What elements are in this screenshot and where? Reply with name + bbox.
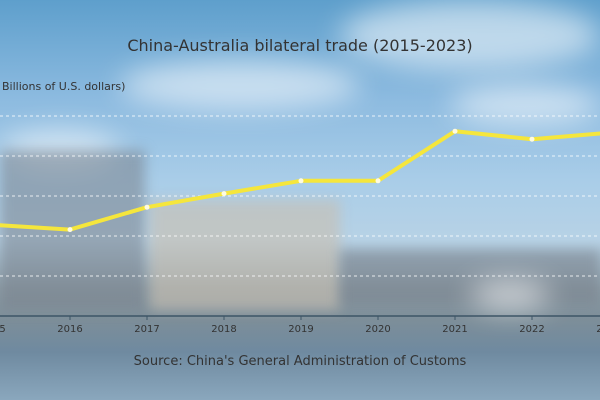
data-point [221, 191, 227, 197]
data-point [144, 204, 150, 210]
x-tick-label: 2018 [211, 324, 236, 335]
chart-title: China-Australia bilateral trade (2015-20… [127, 36, 473, 55]
x-tick-label: 2015 [0, 324, 6, 335]
x-tick-label: 2023 [596, 324, 600, 335]
data-point [452, 128, 458, 134]
data-point [529, 136, 535, 142]
x-tick-label: 2016 [57, 324, 82, 335]
data-point [375, 178, 381, 184]
x-tick-label: 2019 [288, 324, 313, 335]
data-point [67, 227, 73, 233]
y-axis-label: Billions of U.S. dollars) [2, 80, 126, 93]
source-note: Source: China's General Administration o… [133, 354, 467, 369]
x-tick-label: 2022 [519, 324, 544, 335]
x-tick-label: 2017 [134, 324, 159, 335]
x-tick-label: 2020 [365, 324, 390, 335]
data-point [298, 178, 304, 184]
x-tick-label: 2021 [442, 324, 467, 335]
